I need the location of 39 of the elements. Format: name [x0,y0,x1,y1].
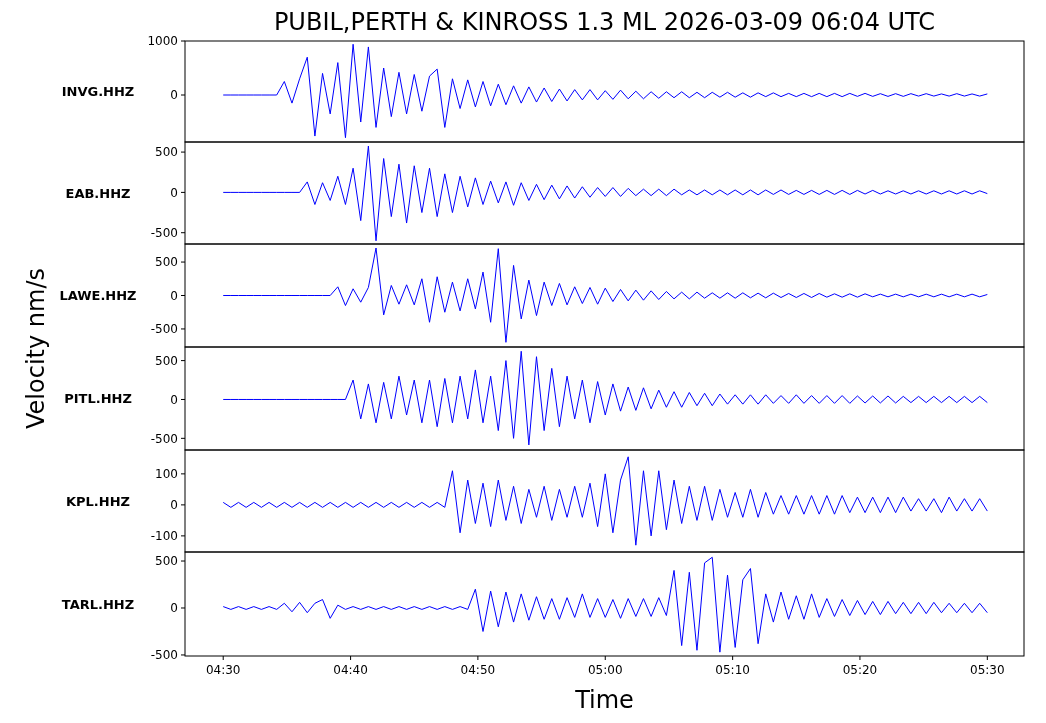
y-tick-label: -500 [150,431,178,446]
y-tick-label: 0 [170,288,178,303]
text: EAB.HHZ [65,185,131,201]
y-axis-title: Velocity nm/s [22,268,50,429]
text: PITL.HHZ [64,391,132,407]
x-tick-label: 05:10 [715,663,750,677]
y-tick-label: -500 [150,225,178,240]
y-tick-label: 0 [170,498,178,513]
x-tick-label: 05:00 [587,663,623,677]
chart-title: PUBIL,PERTH & KINROSS 1.3 ML 2026-03-09 06:04 UTC [273,8,936,36]
y-tick-label: 100 [155,467,178,482]
line-series [222,145,988,242]
text: INVG.HHZ [61,84,135,100]
y-tick-label: -500 [150,322,178,337]
y-tick-label: 500 [155,255,178,270]
line-series [222,556,988,653]
line-series [222,456,988,546]
y-tick-label: 1000 [147,34,178,49]
x-tick-label: 05:30 [970,663,1005,677]
y-tick-label: 500 [155,554,178,569]
y-tick-label: 0 [170,185,178,200]
y-tick-label: 500 [155,145,178,160]
text: TARL.HHZ [61,596,135,612]
y-tick-label: 500 [155,353,178,368]
x-tick-label: 04:50 [460,663,496,677]
x-axis-title: Time [574,686,634,714]
x-tick-label: 04:40 [333,663,368,677]
line-series [222,350,988,446]
y-tick-label: -500 [150,648,178,663]
line-series [222,43,988,139]
y-tick-label: 0 [170,601,178,616]
y-tick-label: 0 [170,88,178,103]
line-series [222,247,988,343]
y-tick-label: -100 [150,529,178,544]
y-tick-label: 0 [170,392,178,407]
x-tick-label: 05:20 [842,663,878,677]
text: LAWE.HHZ [59,288,137,304]
text: KPL.HHZ [65,493,131,509]
x-tick-label: 04:30 [205,663,241,677]
